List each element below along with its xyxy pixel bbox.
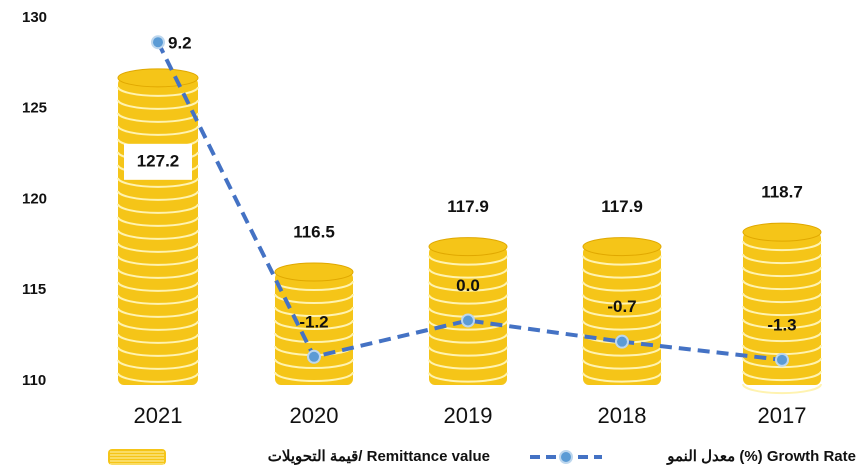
coin-ridge (582, 359, 662, 370)
coin-ridge (582, 281, 662, 292)
growth-label: 0.0 (456, 276, 480, 295)
coin-ridge (742, 357, 822, 369)
y-tick-label: 110 (22, 372, 46, 389)
coin-ridge (117, 333, 199, 344)
coin-ridge (428, 372, 508, 383)
coin-ridge (742, 266, 822, 278)
coin-top (582, 237, 662, 257)
coin-ridge (428, 346, 508, 357)
coin-ridge (742, 331, 822, 343)
coin-ridge (117, 216, 199, 227)
coin-stack (118, 77, 198, 385)
value-label: 117.9 (601, 197, 643, 216)
coin-ridge (117, 294, 199, 305)
coin-ridge (117, 268, 199, 279)
y-tick-label: 130 (22, 9, 47, 26)
coin-top (428, 237, 508, 257)
coin-ridge (117, 320, 199, 331)
coin-ridge (742, 253, 822, 265)
growth-label: -1.2 (299, 312, 328, 331)
coin-ridge (582, 255, 662, 266)
coin-ridge (117, 359, 199, 370)
coin-ridge (117, 242, 199, 253)
coin-ridge (428, 281, 508, 292)
growth-point (307, 349, 321, 364)
growth-point (615, 334, 629, 349)
coin-ridge (582, 294, 662, 305)
coin-ridge (117, 229, 199, 240)
value-label: 118.7 (761, 183, 803, 202)
coin-ridge (428, 320, 508, 331)
coin-ridge (582, 372, 662, 383)
coin-ridge (428, 333, 508, 344)
growth-point (151, 35, 165, 50)
label-box (124, 143, 192, 180)
coin-ridge (117, 190, 199, 201)
coin-ridge (117, 125, 199, 136)
coin-ridge (117, 346, 199, 357)
coin-ridge (117, 177, 199, 188)
x-tick-label: 2018 (598, 403, 647, 428)
legend-label: معدل النمو (%) Growth Rate (666, 448, 856, 465)
legend-item: معدل النمو (%) Growth Rate (530, 448, 856, 465)
y-tick-label: 115 (22, 281, 46, 298)
coin-ridge (742, 292, 822, 304)
legend-label: قيمة التحويلات/ Remittance value (268, 448, 490, 465)
coin-ridge (274, 319, 354, 331)
coin-ridge (117, 255, 199, 266)
growth-label: -1.3 (767, 315, 796, 334)
y-tick-label: 120 (22, 190, 47, 207)
value-label: 117.9 (447, 197, 489, 216)
coin-ridge (117, 307, 199, 318)
coin-ridge (117, 281, 199, 292)
coin-ridge (428, 294, 508, 305)
coin-ridge (274, 358, 354, 370)
coin-ridge (117, 86, 199, 97)
coin-ridge (742, 318, 822, 330)
coin-ridge (742, 305, 822, 317)
coin-ridge (117, 203, 199, 214)
coin-top (117, 68, 199, 88)
coin-ridge (117, 372, 199, 383)
coin-ridge (428, 255, 508, 266)
legend-item: قيمة التحويلات/ Remittance value (108, 448, 490, 465)
coin-ridge (428, 268, 508, 279)
growth-label: -0.7 (607, 297, 636, 316)
coin-ridge (274, 371, 354, 383)
x-tick-label: 2017 (758, 403, 807, 428)
y-tick-label: 125 (22, 100, 47, 117)
growth-label: 9.2 (168, 34, 192, 53)
x-tick-label: 2019 (444, 403, 493, 428)
growth-point (775, 352, 789, 367)
coin-ridge (582, 307, 662, 318)
coin-ridge (742, 370, 822, 382)
value-label: 127.2 (137, 151, 180, 170)
x-tick-label: 2021 (134, 403, 183, 428)
coin-stack (743, 232, 821, 385)
growth-line (156, 41, 783, 362)
x-tick-label: 2020 (290, 403, 339, 428)
coin-ridge (742, 383, 822, 395)
coin-ridge (274, 293, 354, 305)
legend-marker (559, 450, 573, 464)
coin-ridge (582, 346, 662, 357)
value-label: 116.5 (293, 223, 335, 242)
coin-ridge (274, 306, 354, 318)
coin-ridge (428, 359, 508, 370)
coin-ridge (742, 279, 822, 291)
coin-top (274, 262, 354, 282)
coin-ridge (582, 320, 662, 331)
coin-ridge (582, 268, 662, 279)
growth-point (461, 313, 475, 328)
legend-swatch (108, 449, 166, 465)
coin-top (742, 222, 822, 242)
coin-ridge (742, 240, 822, 252)
coin-ridge (117, 99, 199, 110)
coin-ridge (274, 332, 354, 344)
